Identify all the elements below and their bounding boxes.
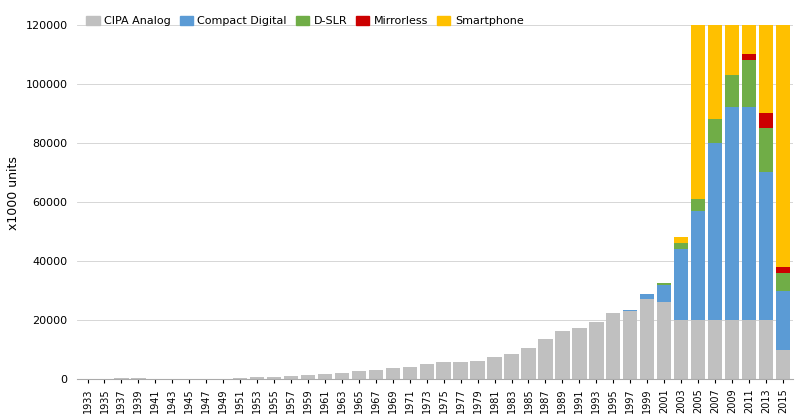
- Bar: [776, 267, 790, 273]
- Bar: [776, 25, 790, 379]
- Bar: [758, 113, 773, 128]
- Bar: [623, 310, 638, 311]
- Bar: [318, 374, 332, 379]
- Bar: [691, 199, 706, 211]
- Bar: [352, 371, 366, 379]
- Bar: [674, 243, 688, 249]
- Bar: [674, 249, 688, 320]
- Bar: [504, 354, 518, 379]
- Bar: [454, 362, 468, 379]
- Bar: [742, 54, 756, 60]
- Bar: [301, 375, 315, 379]
- Bar: [708, 143, 722, 320]
- Bar: [522, 348, 536, 379]
- Bar: [742, 25, 756, 379]
- Bar: [402, 367, 417, 379]
- Bar: [725, 75, 739, 108]
- Bar: [657, 283, 671, 285]
- Bar: [640, 294, 654, 299]
- Bar: [708, 119, 722, 143]
- Bar: [250, 377, 264, 379]
- Bar: [691, 211, 706, 320]
- Bar: [691, 25, 706, 379]
- Bar: [216, 378, 230, 379]
- Bar: [776, 273, 790, 291]
- Bar: [369, 370, 383, 379]
- Bar: [131, 378, 146, 379]
- Bar: [708, 320, 722, 379]
- Bar: [470, 361, 485, 379]
- Legend: CIPA Analog, Compact Digital, D-SLR, Mirrorless, Smartphone: CIPA Analog, Compact Digital, D-SLR, Mir…: [83, 13, 527, 30]
- Bar: [742, 60, 756, 108]
- Bar: [640, 299, 654, 379]
- Bar: [708, 25, 722, 379]
- Bar: [776, 291, 790, 350]
- Bar: [386, 368, 400, 379]
- Bar: [776, 350, 790, 379]
- Bar: [555, 331, 570, 379]
- Bar: [487, 357, 502, 379]
- Bar: [758, 320, 773, 379]
- Bar: [674, 237, 688, 243]
- Bar: [538, 339, 553, 379]
- Bar: [758, 25, 773, 379]
- Bar: [572, 328, 586, 379]
- Bar: [758, 173, 773, 320]
- Bar: [334, 373, 349, 379]
- Bar: [114, 378, 129, 379]
- Bar: [742, 320, 756, 379]
- Bar: [725, 108, 739, 320]
- Bar: [233, 378, 247, 379]
- Bar: [267, 377, 282, 379]
- Bar: [437, 362, 451, 379]
- Bar: [419, 364, 434, 379]
- Bar: [725, 25, 739, 379]
- Bar: [657, 285, 671, 302]
- Bar: [758, 128, 773, 173]
- Bar: [589, 322, 603, 379]
- Bar: [657, 302, 671, 379]
- Y-axis label: x1000 units: x1000 units: [7, 156, 20, 230]
- Bar: [725, 320, 739, 379]
- Bar: [284, 376, 298, 379]
- Bar: [742, 108, 756, 320]
- Bar: [623, 311, 638, 379]
- Bar: [674, 320, 688, 379]
- Bar: [691, 320, 706, 379]
- Bar: [606, 313, 621, 379]
